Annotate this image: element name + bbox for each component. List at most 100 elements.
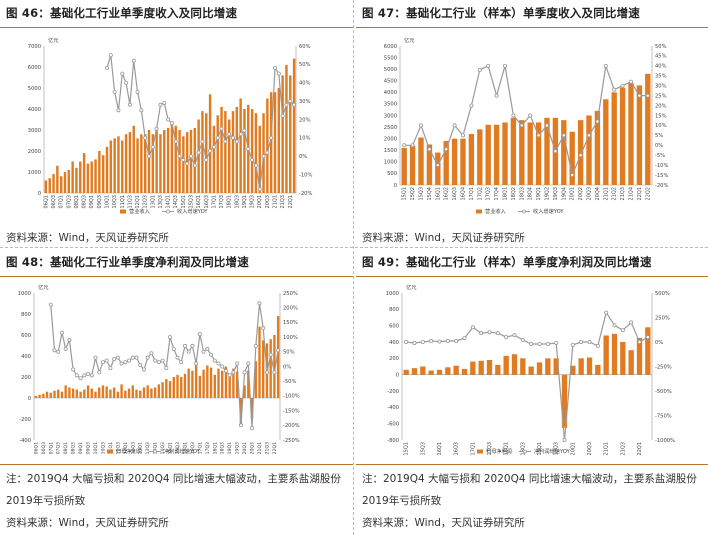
fig46-bar xyxy=(124,134,128,193)
fig49-bar xyxy=(645,327,651,375)
fig48-yoy-point xyxy=(130,355,135,360)
fig46-bar xyxy=(250,109,254,193)
fig46-bar xyxy=(128,132,132,193)
fig47-ytick-label: 5000 xyxy=(384,67,397,73)
fig46-bar xyxy=(59,176,63,193)
fig47-ytick-label: 2000 xyxy=(384,136,397,142)
fig46-xtick-label: 21Q3 xyxy=(280,195,286,208)
fig46-xtick-label: 14Q3 xyxy=(173,195,179,208)
fig46-bar xyxy=(101,155,105,193)
panel-fig49: 图 49：基础化工行业（样本）单季度净利润及同比增速 亿元 -800 -600 -40… xyxy=(356,249,708,535)
fig47-yoy-point xyxy=(528,113,533,118)
fig47-xtick-label: 22Q2 xyxy=(645,187,651,200)
fig47-xtick-label: 20Q4 xyxy=(595,187,601,200)
fig48-bar xyxy=(224,366,228,398)
fig49-yoy-point xyxy=(445,339,450,344)
fig49-ytick-label: 0 xyxy=(396,372,399,378)
fig49-yoy-point xyxy=(412,340,417,345)
fig46-yoy-point xyxy=(196,150,201,155)
fig49-ytick-label: 200 xyxy=(389,356,399,362)
fig47-xtick-label: 17Q3 xyxy=(486,187,492,200)
fig47-bar xyxy=(619,87,626,185)
fig47-yoy-point xyxy=(502,63,507,68)
fig47-bar xyxy=(493,124,500,185)
fig48-xtick-label: 07Q1 xyxy=(48,442,54,454)
fig48-bar xyxy=(243,385,246,398)
fig46-yoy-point xyxy=(284,102,289,107)
fig48-xtick-label: 12Q1 xyxy=(123,442,129,454)
fig48-note-rule xyxy=(0,464,353,465)
fig47-yoy-point xyxy=(561,133,566,138)
fig48-bar xyxy=(221,370,224,398)
fig46-xtick-label: 16Q3 xyxy=(204,195,210,208)
fig46-yoy-point xyxy=(108,53,113,58)
fig48-bar xyxy=(49,392,52,398)
fig46-bar xyxy=(109,140,113,193)
fig49-yoy-point xyxy=(587,340,592,345)
fig47-bar xyxy=(443,140,449,185)
fig48-ytick-label: 200 xyxy=(21,375,31,381)
fig46-yoy-point xyxy=(150,145,155,150)
fig46-yoy-point xyxy=(131,58,136,63)
fig49-y2tick-label: -1000% xyxy=(655,438,675,444)
fig48-yoy-point xyxy=(127,358,132,363)
fig47-xtick-label: 16Q4 xyxy=(461,187,467,200)
fig48-ytick-label: 0 xyxy=(28,396,31,402)
fig48-xtick-label: 16Q3 xyxy=(190,442,196,454)
fig46-xtick-label: 09Q3 xyxy=(97,195,103,208)
fig47-bar xyxy=(561,120,567,185)
fig47-yoy-point xyxy=(452,123,457,128)
fig48-yoy-point xyxy=(97,370,102,375)
fig49-chart: 亿元 -800 -600 -400 -200 0 200 400 600 800 1000 -1000… xyxy=(386,283,675,455)
fig48-yoy-point xyxy=(112,357,117,362)
fig48-y2tick-label: 100% xyxy=(283,335,298,341)
fig48-bar xyxy=(68,387,71,398)
fig47-y2tick-label: -10% xyxy=(655,163,668,169)
fig46-bar xyxy=(262,113,265,193)
fig47-y2tick-label: 25% xyxy=(655,93,667,99)
fig48-xtick-label: 06Q3 xyxy=(41,442,47,454)
fig48-bar xyxy=(105,386,108,398)
fig49-bar xyxy=(528,366,534,375)
fig48-note: 注：2019Q4 大幅亏损和 2020Q4 同比增速大幅波动，主要系盐湖股份 2… xyxy=(6,473,341,507)
fig47-ytick-label: 4000 xyxy=(384,90,397,96)
fig46-bar xyxy=(193,127,197,193)
fig49-bar xyxy=(461,368,468,375)
fig46-yoy-point xyxy=(242,128,247,133)
fig48-yoy-point xyxy=(115,355,120,360)
fig49-bar xyxy=(628,350,634,375)
fig46-bar xyxy=(113,138,116,193)
fig48-bar xyxy=(131,385,134,398)
fig46-yoy-point xyxy=(234,139,239,144)
fig49-yoy-point xyxy=(537,341,542,346)
fig47-yoy-point xyxy=(544,123,549,128)
fig49-xtick-label: 21Q3 xyxy=(620,442,626,455)
fig48-xtick-label: 08Q3 xyxy=(71,442,77,454)
fig48-bar xyxy=(232,368,235,398)
fig48-bar xyxy=(273,335,276,398)
fig48-yoy-line xyxy=(50,303,279,429)
fig46-bar xyxy=(143,134,147,193)
fig48-unit-label: 亿元 xyxy=(38,283,48,291)
fig46-yoy-point xyxy=(219,126,224,131)
fig46-y2tick-label: 10% xyxy=(299,136,311,142)
fig49-yoy-point xyxy=(554,340,559,345)
fig49-bar xyxy=(586,357,593,375)
fig47-xtick-label: 19Q3 xyxy=(553,187,559,200)
fig46-yoy-point xyxy=(257,187,262,192)
fig46-yoy-point xyxy=(112,89,117,94)
fig48-xtick-label: 17Q3 xyxy=(205,442,211,454)
fig46-bar xyxy=(163,130,166,193)
fig46-bar xyxy=(44,180,48,193)
fig46-yoy-point xyxy=(127,102,132,107)
fig48-yoy-point xyxy=(264,370,269,375)
fig49-xtick-label: 15Q3 xyxy=(420,442,426,455)
fig48-yoy-point xyxy=(134,355,139,360)
fig48-yoy-point xyxy=(182,343,187,348)
fig48-yoy-point xyxy=(201,349,206,354)
fig46-yoy-point xyxy=(169,121,174,126)
fig48-yoy-point xyxy=(145,355,150,360)
fig48-bar xyxy=(276,316,280,398)
fig46-bar xyxy=(197,119,200,193)
fig47-yoy-point xyxy=(645,93,650,98)
